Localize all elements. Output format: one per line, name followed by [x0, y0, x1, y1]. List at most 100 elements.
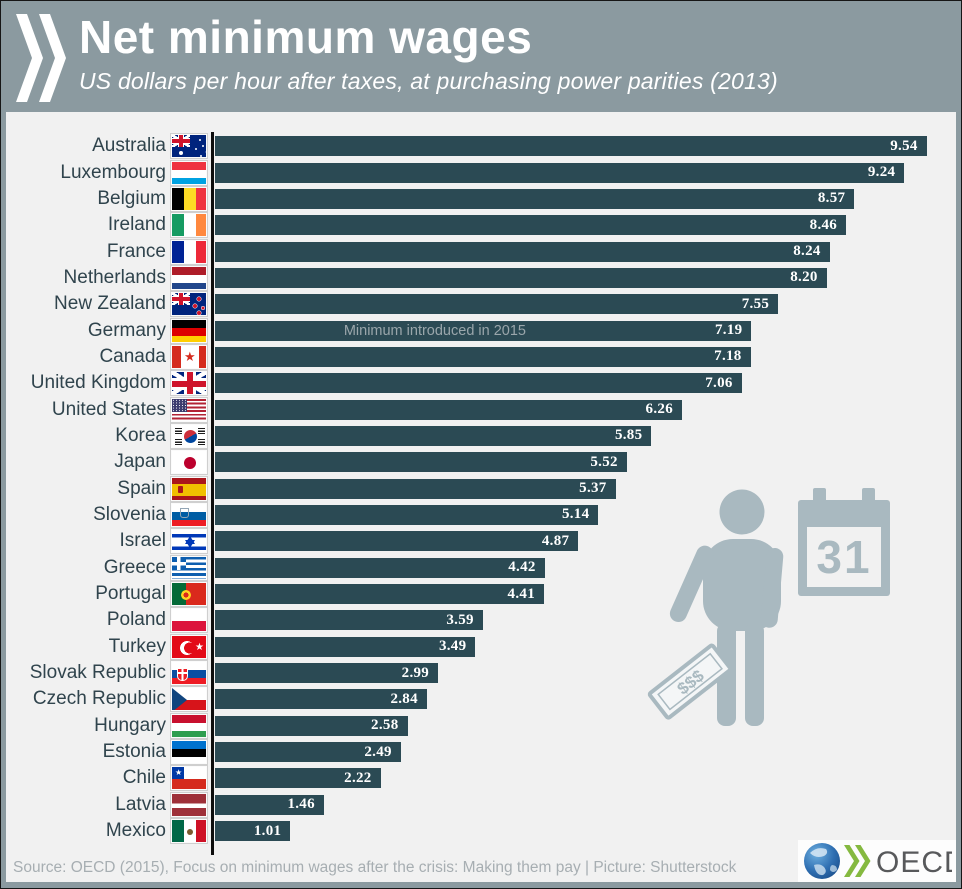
- bar: 5.37: [215, 478, 616, 499]
- bar-value-label: 2.58: [371, 717, 399, 734]
- table-row: Slovenia 5.14: [6, 502, 956, 528]
- page-subtitle: US dollars per hour after taxes, at purc…: [79, 68, 778, 94]
- bar: 7.19 Minimum introduced in 2015: [215, 320, 752, 341]
- bar-value-label: 2.84: [390, 690, 418, 707]
- flag-wrap: [166, 687, 212, 712]
- bar-track: 2.22: [212, 768, 956, 789]
- table-row: Belgium 8.57: [6, 186, 956, 212]
- table-row: Estonia 2.49: [6, 739, 956, 765]
- country-label: Estonia: [102, 741, 166, 763]
- oecd-logo: OECD: [798, 840, 956, 882]
- table-row: Mexico 1.01: [6, 818, 956, 844]
- bar: 2.58: [215, 715, 408, 736]
- bar-track: 4.41: [212, 584, 956, 605]
- bar-track: 1.01: [212, 821, 956, 842]
- bar-track: 8.24: [212, 241, 956, 262]
- bar: 9.24: [215, 162, 905, 183]
- flag-icon: [171, 239, 207, 264]
- bar: 7.06: [215, 373, 742, 394]
- bar-value-label: 1.46: [287, 796, 315, 813]
- bar-track: 1.46: [212, 794, 956, 815]
- flag-wrap: [166, 476, 212, 501]
- bar-track: 7.19 Minimum introduced in 2015: [212, 320, 956, 341]
- country-label: Portugal: [95, 583, 166, 605]
- country-label: Slovak Republic: [29, 662, 166, 684]
- flag-icon: [171, 608, 207, 633]
- flag-wrap: [166, 502, 212, 527]
- bar-value-label: 7.06: [705, 374, 733, 391]
- bar-track: 8.57: [212, 188, 956, 209]
- table-row: Latvia 1.46: [6, 792, 956, 818]
- country-label: New Zealand: [54, 293, 166, 315]
- bar: 2.84: [215, 689, 427, 710]
- bar-track: 3.59: [212, 610, 956, 631]
- flag-icon: [171, 766, 207, 791]
- bar-track: 9.24: [212, 162, 956, 183]
- bar-value-label: 2.49: [364, 743, 392, 760]
- bar-track: 6.26: [212, 399, 956, 420]
- flag-icon: [171, 397, 207, 422]
- flag-wrap: [166, 529, 212, 554]
- bar-annotation: Minimum introduced in 2015: [343, 322, 526, 339]
- bar-value-label: 8.20: [790, 269, 818, 286]
- flag-icon: [171, 819, 207, 844]
- page-title: Net minimum wages: [79, 11, 533, 63]
- country-label: Germany: [87, 319, 166, 341]
- bar: 2.99: [215, 663, 439, 684]
- table-row: Germany 7.19 Minimum introduced in 2015: [6, 317, 956, 343]
- country-label: Ireland: [107, 214, 166, 236]
- bar: 5.85: [215, 425, 652, 446]
- flag-wrap: [166, 265, 212, 290]
- bar-value-label: 8.57: [817, 190, 846, 207]
- table-row: Czech Republic 2.84: [6, 686, 956, 712]
- country-label: Luxembourg: [60, 161, 166, 183]
- calendar-day: 31: [816, 531, 872, 583]
- flag-wrap: [166, 555, 212, 580]
- table-row: Japan 5.52: [6, 449, 956, 475]
- bar-value-label: 5.37: [579, 480, 607, 497]
- bar: 2.22: [215, 768, 381, 789]
- flag-wrap: [166, 160, 212, 185]
- table-row: Turkey 3.49: [6, 634, 956, 660]
- bar-track: 4.87: [212, 531, 956, 552]
- flag-icon: [171, 423, 207, 448]
- flag-icon: [171, 687, 207, 712]
- table-row: Portugal 4.41: [6, 581, 956, 607]
- country-label: Turkey: [108, 635, 166, 657]
- bar-rows: Australia 9.54 Luxembourg 9.24 Belgium 8…: [6, 133, 956, 844]
- table-row: Netherlands 8.20: [6, 265, 956, 291]
- country-label: Australia: [92, 135, 166, 157]
- bar: 9.54: [215, 136, 927, 157]
- flag-wrap: [166, 213, 212, 238]
- country-label: Poland: [106, 609, 166, 631]
- flag-icon: [171, 502, 207, 527]
- bar: 1.46: [215, 794, 324, 815]
- flag-wrap: [166, 371, 212, 396]
- country-label: Canada: [99, 345, 166, 367]
- flag-icon: [171, 265, 207, 290]
- flag-wrap: [166, 792, 212, 817]
- bar-value-label: 4.42: [508, 559, 536, 576]
- bar: 4.42: [215, 557, 545, 578]
- country-label: Japan: [114, 451, 166, 473]
- bar-value-label: 6.26: [645, 401, 673, 418]
- bar: 5.14: [215, 504, 599, 525]
- bar-value-label: 8.46: [809, 216, 838, 233]
- country-label: Israel: [119, 530, 166, 552]
- bar-track: 5.37: [212, 478, 956, 499]
- table-row: Luxembourg 9.24: [6, 159, 956, 185]
- flag-icon: [171, 582, 207, 607]
- flag-icon: [171, 450, 207, 475]
- bar-track: 5.85: [212, 425, 956, 446]
- flag-wrap: [166, 582, 212, 607]
- bar: 6.26: [215, 399, 682, 420]
- country-label: Czech Republic: [32, 688, 166, 710]
- bar-track: 9.54: [212, 136, 956, 157]
- table-row: Israel 4.87: [6, 528, 956, 554]
- table-row: Chile 2.22: [6, 765, 956, 791]
- bar-value-label: 7.18: [714, 348, 742, 365]
- bar-track: 4.42: [212, 557, 956, 578]
- bar: 3.59: [215, 610, 483, 631]
- bar-value-label: 2.22: [344, 769, 372, 786]
